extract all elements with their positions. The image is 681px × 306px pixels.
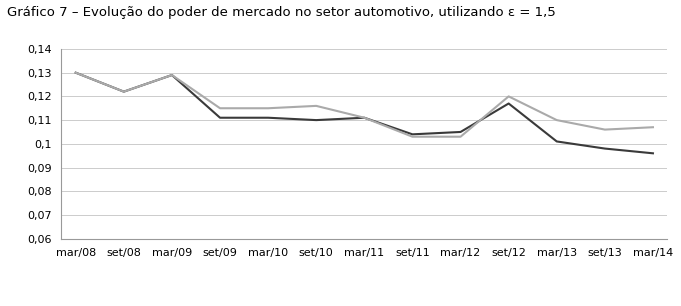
Poder de mercado - Contrafactual — [360, 116, 368, 120]
Poder de mercado - Contrafactual — [505, 95, 513, 98]
Line: Poder de  mercado - Real: Poder de mercado - Real — [76, 73, 653, 153]
Line: Poder de mercado - Contrafactual: Poder de mercado - Contrafactual — [76, 73, 653, 137]
Poder de mercado - Contrafactual — [216, 106, 224, 110]
Poder de  mercado - Real — [72, 71, 80, 75]
Poder de  mercado - Real — [120, 90, 128, 94]
Poder de mercado - Contrafactual — [168, 73, 176, 77]
Poder de mercado - Contrafactual — [456, 135, 464, 139]
Poder de  mercado - Real — [360, 116, 368, 120]
Poder de  mercado - Real — [505, 102, 513, 105]
Poder de mercado - Contrafactual — [72, 71, 80, 75]
Poder de mercado - Contrafactual — [601, 128, 609, 132]
Poder de mercado - Contrafactual — [264, 106, 272, 110]
Poder de  mercado - Real — [649, 151, 657, 155]
Poder de  mercado - Real — [409, 132, 417, 136]
Poder de mercado - Contrafactual — [120, 90, 128, 94]
Poder de mercado - Contrafactual — [649, 125, 657, 129]
Poder de  mercado - Real — [312, 118, 320, 122]
Legend: Poder de  mercado - Real, Poder de mercado - Contrafactual: Poder de mercado - Real, Poder de mercad… — [141, 301, 588, 306]
Poder de  mercado - Real — [168, 73, 176, 77]
Poder de  mercado - Real — [456, 130, 464, 134]
Text: Gráfico 7 – Evolução do poder de mercado no setor automotivo, utilizando ε = 1,5: Gráfico 7 – Evolução do poder de mercado… — [7, 6, 556, 19]
Poder de  mercado - Real — [264, 116, 272, 120]
Poder de mercado - Contrafactual — [553, 118, 561, 122]
Poder de mercado - Contrafactual — [312, 104, 320, 108]
Poder de mercado - Contrafactual — [409, 135, 417, 139]
Poder de  mercado - Real — [216, 116, 224, 120]
Poder de  mercado - Real — [553, 140, 561, 143]
Poder de  mercado - Real — [601, 147, 609, 151]
